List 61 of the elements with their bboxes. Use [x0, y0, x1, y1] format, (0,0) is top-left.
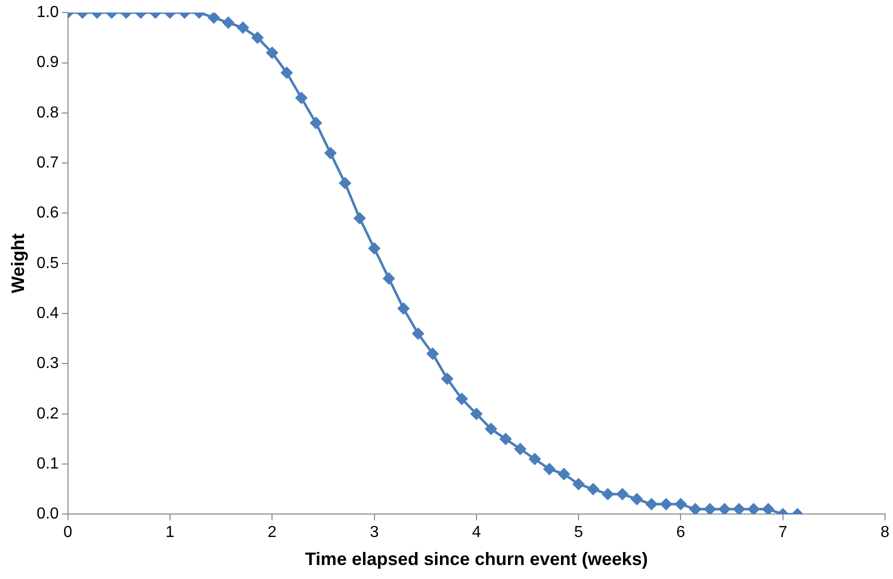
y-tick-label: 0.9: [36, 54, 59, 72]
point: [237, 22, 249, 34]
point: [280, 67, 292, 79]
point: [631, 493, 643, 505]
y-tick-label: 0.7: [36, 154, 59, 172]
point: [441, 373, 453, 385]
x-tick-label: 8: [880, 524, 890, 542]
x-tick-label: 4: [472, 524, 481, 542]
y-tick-label: 0.8: [36, 104, 59, 122]
point: [222, 16, 234, 28]
point: [558, 468, 570, 480]
point: [718, 503, 730, 514]
point: [528, 453, 540, 465]
point: [252, 32, 264, 44]
point: [310, 117, 322, 129]
point: [544, 463, 556, 475]
x-tick-label: 0: [63, 524, 72, 542]
point: [296, 92, 308, 104]
y-tick-label: 0.5: [36, 254, 59, 272]
point: [354, 212, 366, 224]
point: [616, 488, 628, 500]
y-tick-label: 0.0: [36, 506, 59, 523]
y-tick-label: 1.0: [36, 4, 59, 22]
y-tick-label: 0.6: [36, 204, 59, 222]
x-axis-title: Time elapsed since churn event (weeks): [305, 549, 648, 570]
point: [500, 433, 512, 445]
y-tick-label: 0.3: [36, 355, 59, 372]
x-tick-label: 1: [166, 524, 175, 542]
x-tick-label: 7: [778, 524, 788, 542]
point: [690, 503, 702, 514]
point: [762, 503, 774, 514]
point: [383, 272, 395, 284]
point: [456, 393, 468, 405]
point: [674, 498, 686, 510]
y-tick-label: 0.1: [36, 455, 59, 472]
point: [602, 488, 614, 500]
point: [587, 483, 599, 495]
y-tick-label: 0.4: [36, 304, 59, 322]
point: [412, 328, 424, 340]
x-tick-label: 2: [268, 524, 277, 542]
x-tick-label: 6: [676, 524, 686, 542]
point: [572, 478, 584, 490]
point: [514, 443, 526, 455]
point: [324, 147, 336, 159]
point: [646, 498, 658, 510]
point: [485, 423, 497, 435]
point: [208, 12, 220, 24]
point: [339, 177, 351, 189]
point: [266, 46, 278, 58]
point: [660, 498, 672, 510]
point: [470, 408, 482, 420]
point: [398, 302, 410, 314]
point: [733, 503, 745, 514]
y-tick-label: 0.2: [36, 405, 59, 422]
y-axis-title: Weight: [8, 234, 28, 294]
x-tick-label: 5: [574, 524, 584, 542]
point: [704, 503, 716, 514]
point: [426, 348, 438, 360]
point: [368, 242, 380, 254]
x-tick-label: 3: [370, 524, 379, 542]
point: [748, 503, 760, 514]
